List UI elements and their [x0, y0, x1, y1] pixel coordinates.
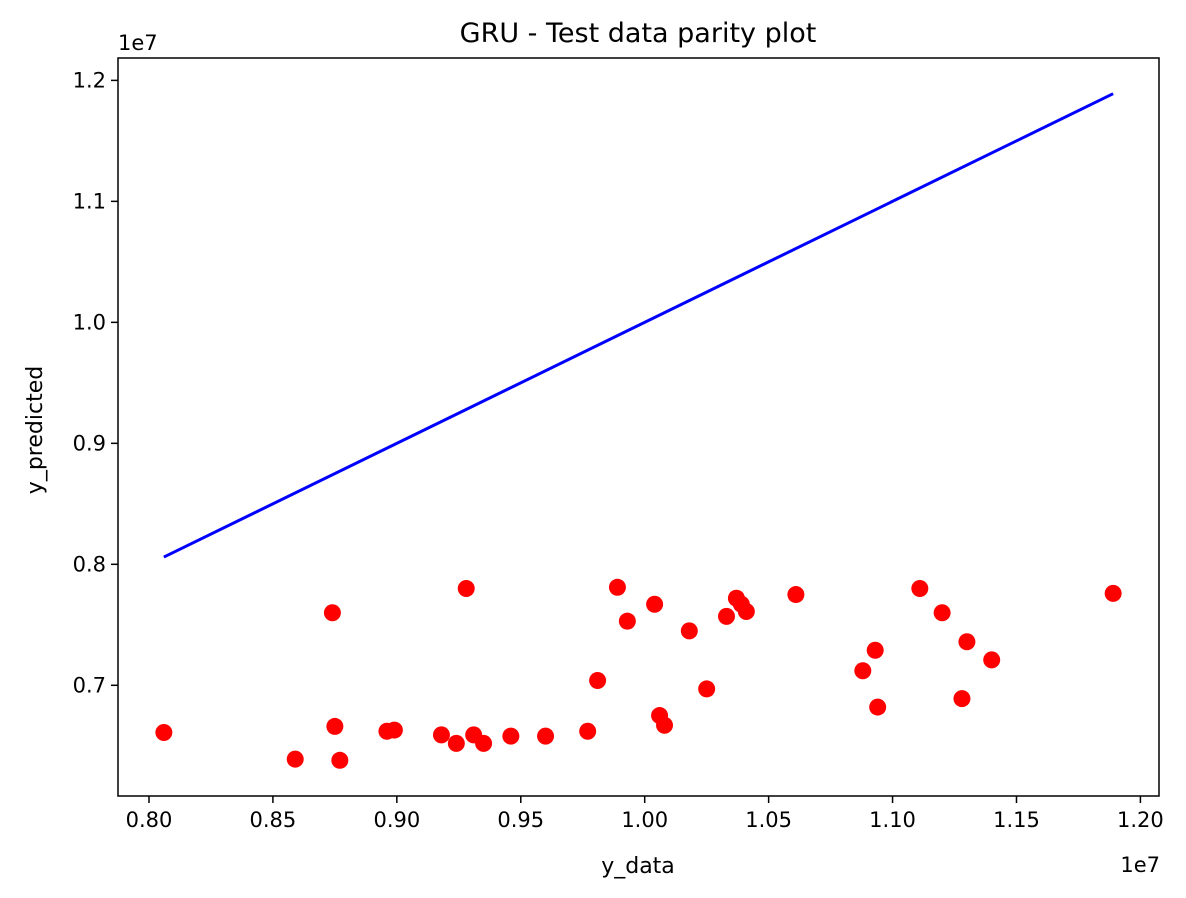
y-axis-label: y_predicted: [23, 366, 48, 494]
data-point: [502, 727, 520, 745]
data-point: [537, 727, 555, 745]
data-point: [698, 680, 716, 698]
data-point: [866, 641, 884, 659]
x-tick-label: 0.80: [126, 808, 173, 832]
x-tick-label: 0.85: [250, 808, 297, 832]
y-tick-label: 0.8: [73, 552, 106, 576]
data-point: [737, 603, 755, 620]
x-tick-label: 1.20: [1117, 808, 1164, 832]
data-point: [953, 690, 971, 708]
x-tick-label: 1.10: [869, 808, 916, 832]
data-point: [323, 604, 341, 622]
data-point: [656, 716, 674, 734]
data-point: [432, 726, 450, 744]
y-tick-label: 1.1: [73, 189, 106, 213]
data-point: [854, 662, 872, 680]
axes-frame: [117, 57, 1160, 797]
data-point: [457, 580, 475, 598]
y-tick-label: 0.9: [73, 431, 106, 455]
data-point: [155, 723, 173, 741]
x-tick-label: 1.00: [621, 808, 668, 832]
data-point: [331, 751, 349, 769]
y-tick-label: 1.0: [73, 310, 106, 334]
x-tick-label: 1.05: [745, 808, 792, 832]
data-point: [385, 721, 403, 739]
data-point: [608, 578, 626, 596]
data-point: [589, 671, 607, 689]
data-point: [933, 604, 951, 622]
data-point: [869, 698, 887, 716]
data-point: [475, 734, 493, 752]
x-tick-label: 0.95: [497, 808, 544, 832]
data-point: [579, 722, 597, 740]
x-tick-label: 1.15: [993, 808, 1040, 832]
y-tick-label: 1.2: [73, 68, 106, 92]
data-point: [646, 595, 664, 613]
data-point: [958, 633, 976, 651]
x-offset-label: 1e7: [1120, 853, 1160, 877]
data-point: [911, 580, 929, 598]
data-point: [680, 622, 698, 640]
x-tick-label: 0.90: [373, 808, 420, 832]
data-point: [717, 607, 735, 625]
y-offset-label: 1e7: [118, 31, 158, 55]
parity-line: [163, 92, 1114, 559]
chart-title: GRU - Test data parity plot: [460, 18, 817, 49]
data-point: [326, 717, 344, 735]
data-point: [1104, 584, 1122, 602]
plot-area: [155, 92, 1122, 769]
x-axis-label: y_data: [601, 854, 675, 879]
data-point: [983, 651, 1001, 669]
y-axis-ticks: 0.7 0.8 0.9 1.0 1.1 1.2: [73, 68, 118, 697]
data-point: [787, 586, 805, 604]
x-axis-ticks: 0.80 0.85 0.90 0.95 1.00 1.05 1.10 1.15 1.20: [126, 796, 1164, 832]
data-point: [286, 750, 304, 768]
y-tick-label: 0.7: [73, 673, 106, 697]
data-point: [618, 612, 636, 630]
data-point: [447, 734, 465, 752]
